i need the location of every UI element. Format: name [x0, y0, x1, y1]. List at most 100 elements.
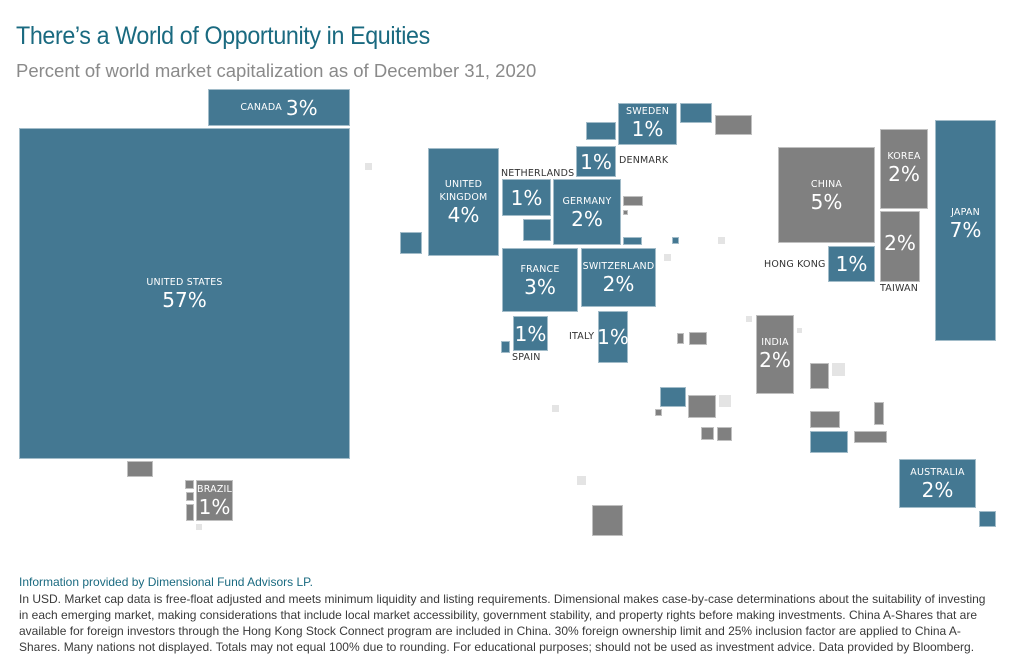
- tile-label: UNITED STATES: [146, 277, 223, 288]
- chart-subtitle: Percent of world market capitalization a…: [16, 60, 537, 81]
- tile-unlabeled-other: [365, 163, 372, 170]
- tile-unlabeled-other: [577, 476, 586, 485]
- tile-value: 2%: [602, 272, 635, 296]
- tile-label: INDIA: [761, 337, 789, 348]
- tile-value: 2%: [921, 478, 954, 502]
- tile-label: UNITED KINGDOM: [439, 179, 488, 203]
- tile-unlabeled-emerging: [127, 461, 153, 477]
- tile-value: 4%: [447, 203, 480, 227]
- tile-unlabeled-emerging: [854, 431, 887, 443]
- tile-label: CHINA: [810, 178, 843, 190]
- tile-unlabeled-emerging: [592, 505, 623, 536]
- tile-unlabeled-developed: [586, 122, 616, 140]
- tile-label: AUSTRALIA: [910, 467, 965, 478]
- tile-value: 1%: [514, 321, 547, 346]
- world-market-cap-map: UNITED STATES 57% CANADA 3% UNITED KINGD…: [19, 89, 996, 536]
- label-spain: SPAIN: [512, 352, 541, 363]
- tile-unlabeled-emerging: [677, 333, 684, 344]
- tile-value: 2%: [759, 348, 791, 372]
- tile-unlabeled-developed: [810, 431, 848, 453]
- tile-value: 2%: [884, 231, 916, 255]
- tile-value: 7%: [949, 218, 982, 242]
- tile-unlabeled-emerging: [655, 409, 662, 416]
- tile-unlabeled-developed: [501, 341, 510, 353]
- tile-canada: CANADA 3%: [208, 89, 350, 126]
- tile-unlabeled-emerging: [810, 363, 829, 389]
- tile-value: 1%: [631, 117, 664, 141]
- tile-value: 2%: [888, 162, 920, 186]
- tile-unlabeled-emerging: [717, 427, 732, 441]
- label-hong-kong: HONG KONG: [764, 259, 826, 270]
- tile-switzerland: SWITZERLAND 2%: [581, 248, 656, 307]
- tile-india: INDIA 2%: [756, 315, 794, 394]
- tile-value: 5%: [810, 189, 843, 214]
- tile-value: 1%: [580, 149, 612, 174]
- tile-label: SWITZERLAND: [582, 261, 655, 272]
- tile-hong-kong: 1%: [828, 246, 875, 282]
- label-denmark: DENMARK: [619, 155, 669, 166]
- tile-value: 1%: [597, 325, 629, 349]
- tile-united-kingdom: UNITED KINGDOM 4%: [428, 148, 499, 256]
- tile-label: BRAZIL: [196, 484, 233, 495]
- tile-value: 1%: [198, 495, 231, 519]
- tile-taiwan: 2%: [880, 211, 920, 282]
- tile-unlabeled-developed: [680, 103, 712, 123]
- tile-unlabeled-emerging: [688, 395, 716, 418]
- tile-china: CHINA 5%: [778, 147, 875, 243]
- tile-unlabeled-other: [832, 363, 845, 376]
- tile-unlabeled-other: [718, 237, 725, 244]
- tile-sweden: SWEDEN 1%: [618, 103, 677, 145]
- tile-unlabeled-emerging: [623, 196, 643, 206]
- tile-unlabeled-other: [746, 316, 752, 322]
- tile-brazil: BRAZIL 1%: [196, 480, 233, 521]
- tile-unlabeled-developed: [623, 237, 642, 245]
- tile-unlabeled-emerging: [185, 480, 194, 489]
- tile-unlabeled-emerging: [874, 402, 884, 425]
- tile-label: SWEDEN: [625, 106, 670, 117]
- tile-unlabeled-emerging: [701, 427, 714, 440]
- tile-value: 3%: [285, 95, 318, 120]
- tile-unlabeled-other: [196, 524, 202, 530]
- label-taiwan: TAIWAN: [880, 283, 919, 294]
- tile-value: 2%: [571, 206, 603, 231]
- tile-australia: AUSTRALIA 2%: [899, 459, 976, 508]
- chart-title: There’s a World of Opportunity in Equiti…: [16, 22, 430, 50]
- tile-unlabeled-developed: [523, 219, 551, 241]
- tile-korea: KOREA 2%: [880, 129, 928, 209]
- tile-unlabeled-developed: [400, 232, 422, 254]
- tile-unlabeled-emerging: [689, 332, 707, 345]
- tile-unlabeled-emerging: [715, 115, 752, 135]
- source-credit: Information provided by Dimensional Fund…: [19, 575, 313, 589]
- tile-unlabeled-developed: [979, 511, 996, 527]
- footnote: In USD. Market cap data is free-float ad…: [19, 592, 986, 654]
- tile-unlabeled-emerging: [186, 492, 194, 501]
- tile-united-states: UNITED STATES 57%: [19, 128, 350, 459]
- tile-unlabeled-other: [552, 405, 559, 412]
- label-italy: ITALY: [569, 331, 595, 342]
- tile-label: JAPAN: [951, 207, 980, 218]
- tile-italy: 1%: [597, 311, 629, 363]
- tile-unlabeled-developed: [672, 237, 679, 244]
- tile-unlabeled-other: [664, 254, 671, 261]
- tile-label: FRANCE: [520, 263, 560, 275]
- tile-japan: JAPAN 7%: [935, 120, 996, 341]
- tile-unlabeled-developed: [660, 387, 686, 407]
- tile-unlabeled-emerging: [810, 411, 840, 428]
- tile-value: 1%: [510, 185, 543, 210]
- tile-france: FRANCE 3%: [502, 248, 578, 312]
- tile-label: KOREA: [887, 151, 921, 162]
- tile-netherlands: 1%: [502, 179, 551, 216]
- tile-value: 1%: [835, 252, 868, 276]
- tile-unlabeled-emerging: [186, 504, 194, 521]
- tile-unlabeled-other: [797, 328, 802, 333]
- tile-unlabeled-emerging: [623, 210, 628, 215]
- label-netherlands: NETHERLANDS: [501, 168, 575, 179]
- tile-label: CANADA: [240, 102, 282, 113]
- tile-label: GERMANY: [562, 195, 612, 207]
- tile-value: 3%: [524, 274, 556, 299]
- tile-value: 57%: [162, 288, 207, 312]
- tile-spain: 1%: [513, 316, 548, 351]
- tile-denmark: 1%: [576, 146, 616, 177]
- tile-unlabeled-other: [719, 395, 731, 407]
- tile-germany: GERMANY 2%: [553, 179, 621, 245]
